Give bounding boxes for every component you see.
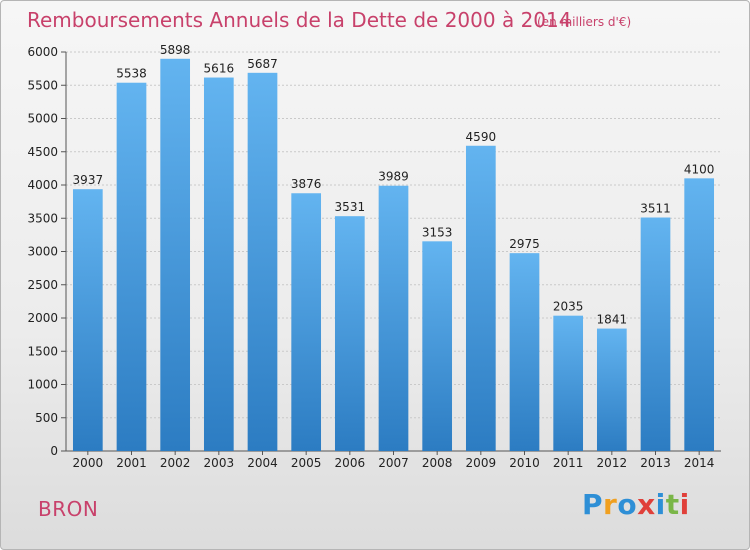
logo-letter: i <box>679 488 690 521</box>
data-label: 3937 <box>73 173 104 187</box>
data-label: 5616 <box>204 62 235 76</box>
logo-letter: P <box>582 488 604 521</box>
data-label: 4590 <box>466 130 497 144</box>
y-tick-label: 1000 <box>27 378 58 392</box>
data-label: 3531 <box>335 200 366 214</box>
data-label: 4100 <box>684 162 715 176</box>
x-tick-label: 2000 <box>73 456 104 470</box>
y-tick-label: 6000 <box>27 45 58 59</box>
bars <box>72 58 715 452</box>
logo-letter: r <box>603 488 618 521</box>
bar-2005 <box>291 193 322 451</box>
x-tick-label: 2008 <box>422 456 453 470</box>
bar-2011 <box>553 315 584 451</box>
data-label: 2975 <box>509 237 540 251</box>
chart-subtitle: (en milliers d'€) <box>537 15 632 29</box>
x-tick-label: 2003 <box>204 456 235 470</box>
bar-2009 <box>465 145 496 451</box>
bar-2007 <box>378 185 409 451</box>
x-tick-label: 2011 <box>553 456 584 470</box>
data-label: 5538 <box>116 67 147 81</box>
x-tick-label: 2007 <box>378 456 409 470</box>
x-tick-label: 2013 <box>640 456 671 470</box>
y-tick-label: 5000 <box>27 112 58 126</box>
data-label: 2035 <box>553 300 584 314</box>
y-tick-label: 0 <box>50 444 58 458</box>
y-tick-label: 500 <box>35 411 58 425</box>
bar-2012 <box>596 328 627 451</box>
bar-2008 <box>422 241 453 451</box>
y-tick-label: 2500 <box>27 278 58 292</box>
x-tick-label: 2002 <box>160 456 191 470</box>
x-tick-label: 2012 <box>597 456 628 470</box>
y-tick-label: 4500 <box>27 145 58 159</box>
data-label: 3876 <box>291 177 322 191</box>
bar-2001 <box>116 82 147 452</box>
bar-2010 <box>509 253 540 451</box>
y-tick-label: 5500 <box>27 78 58 92</box>
y-tick-label: 3500 <box>27 211 58 225</box>
logo-letter: t <box>665 488 680 521</box>
bar-2013 <box>640 217 671 451</box>
data-label: 5687 <box>247 57 278 71</box>
y-tick-label: 1500 <box>27 344 58 358</box>
logo-letter: x <box>637 488 656 521</box>
bar-2004 <box>247 72 278 451</box>
x-tick-label: 2009 <box>466 456 497 470</box>
data-label: 5898 <box>160 43 191 57</box>
bar-2003 <box>203 77 234 451</box>
data-label: 3511 <box>640 202 671 216</box>
x-tick-label: 2005 <box>291 456 322 470</box>
y-tick-label: 2000 <box>27 311 58 325</box>
place-name: BRON <box>38 497 99 521</box>
data-label: 3153 <box>422 225 453 239</box>
bar-2006 <box>334 216 365 451</box>
y-tick-label: 3000 <box>27 245 58 259</box>
x-tick-label: 2006 <box>335 456 366 470</box>
proxiti-logo[interactable]: Proxiti <box>582 488 690 521</box>
logo-letter: o <box>617 488 638 521</box>
bar-2000 <box>72 189 103 451</box>
x-tick-label: 2010 <box>509 456 540 470</box>
y-tick-label: 4000 <box>27 178 58 192</box>
bar-2014 <box>684 178 715 451</box>
data-label: 3989 <box>378 170 409 184</box>
data-labels: 3937 5538 5898 5616 5687 3876 3531 3989 3153 4590… <box>73 43 715 327</box>
x-tick-label: 2001 <box>116 456 147 470</box>
chart-title: Remboursements Annuels de la Dette de 20… <box>27 8 572 32</box>
x-tick-label: 2004 <box>247 456 278 470</box>
logo-letter: i <box>655 488 666 521</box>
data-label: 1841 <box>597 313 628 327</box>
axes: 0 500 1000 1500 2000 2500 3000 3500 4000 4500 5000… <box>27 45 721 470</box>
x-tick-label: 2014 <box>684 456 715 470</box>
bar-2002 <box>160 58 191 452</box>
